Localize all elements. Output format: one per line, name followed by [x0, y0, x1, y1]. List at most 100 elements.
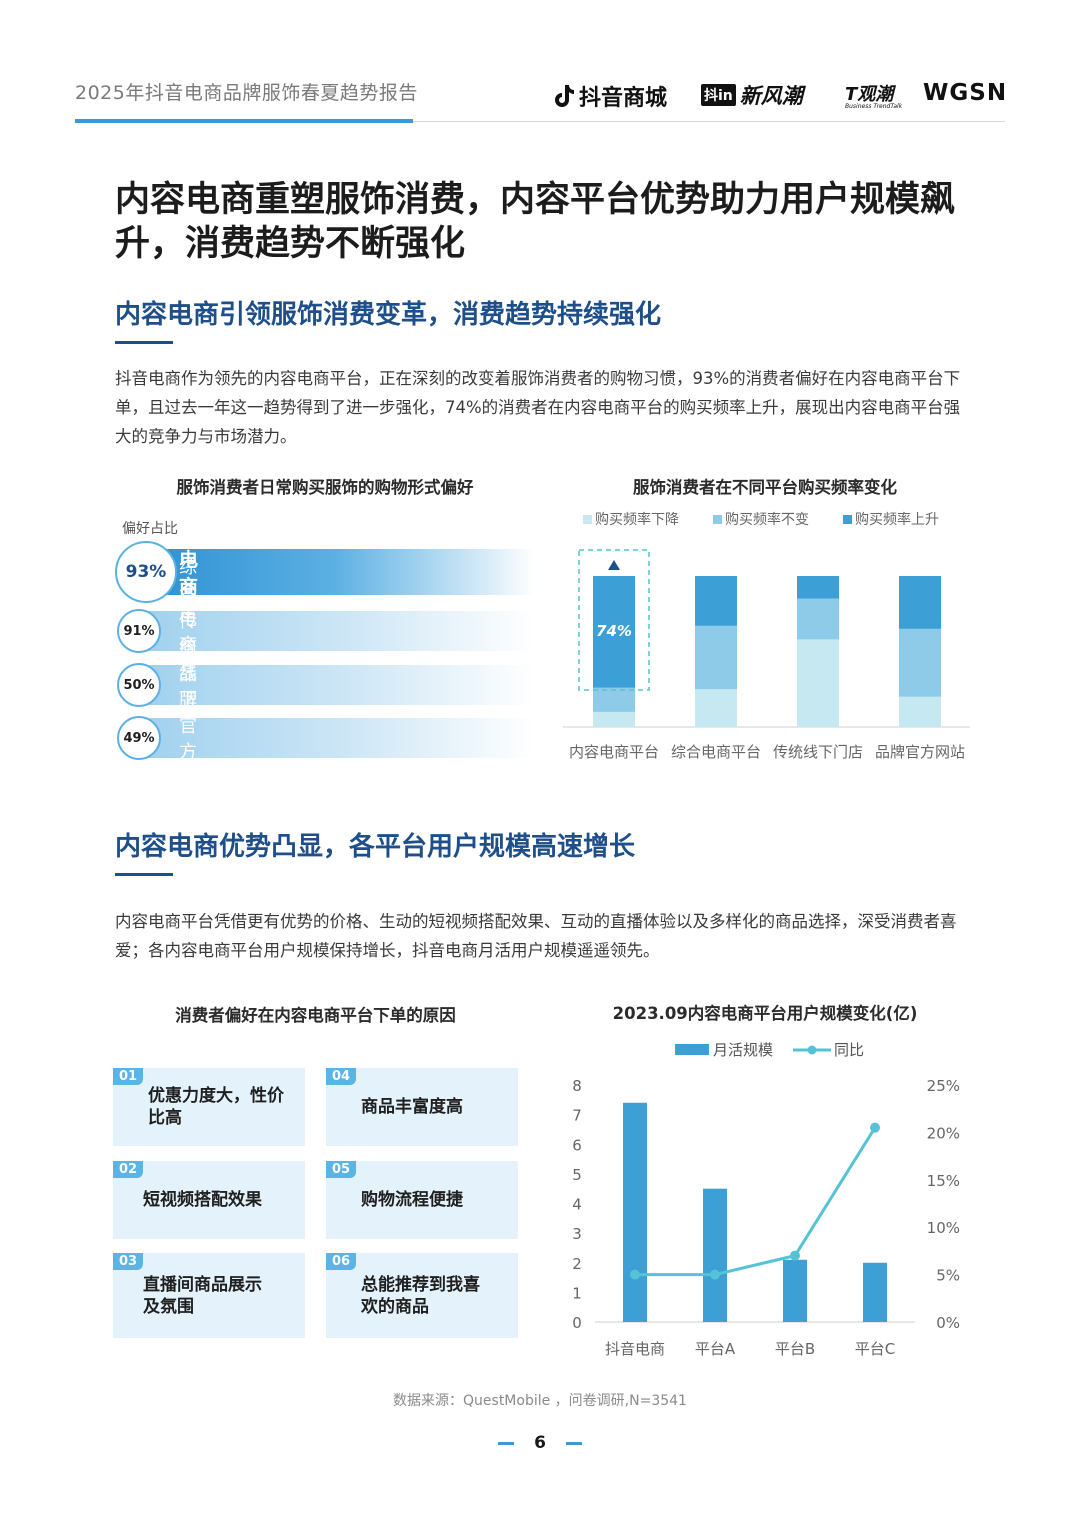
reason-card-05: 05 购物流程便捷	[326, 1161, 518, 1239]
pref-bar-2	[135, 611, 535, 651]
yoy-line	[635, 1126, 877, 1277]
legend-label-line: 同比	[834, 1041, 864, 1059]
header-divider	[75, 121, 1005, 122]
yoy-point-3	[790, 1250, 800, 1261]
reason-text: 直播间商品展示及氛围	[143, 1274, 262, 1317]
y-right-tick-5: 25%	[927, 1077, 960, 1095]
legend-swatch-2	[713, 515, 722, 524]
y-left-tick-3: 3	[572, 1225, 582, 1243]
legend-label-1: 购买频率下降	[595, 511, 679, 528]
reason-number: 04	[326, 1068, 357, 1085]
page-title: 内容电商重塑服饰消费，内容平台优势助力用户规模飙升，消费趋势不断强化	[115, 180, 956, 264]
highlight-box	[578, 549, 650, 691]
section2-paragraph: 内容电商平台凭借更有优势的价格、生动的短视频搭配效果、互动的直播体验以及多样化的…	[115, 912, 957, 960]
y-right-tick-1: 5%	[936, 1267, 960, 1285]
y-left-tick-4: 4	[572, 1196, 582, 1214]
y-left-tick-5: 5	[572, 1166, 582, 1184]
reason-number: 05	[326, 1161, 357, 1178]
bar-2-seg-2	[695, 625, 737, 690]
user-bar-2	[703, 1188, 727, 1322]
xinfengchao-logo: 抖in 新风潮	[701, 80, 803, 110]
legend-label-3: 购买频率上升	[855, 511, 939, 528]
legend-marker	[807, 1045, 817, 1055]
bar-4-seg-3	[899, 576, 941, 629]
legend-swatch-3	[843, 515, 852, 524]
reason-card-06: 06 总能推荐到我喜欢的商品	[326, 1253, 518, 1338]
bar-4-seg-2	[899, 628, 941, 697]
y-right-tick-4: 20%	[927, 1124, 960, 1142]
section1-title: 内容电商引领服饰消费变革，消费趋势持续强化	[115, 300, 662, 330]
pref-bar-4	[135, 718, 535, 758]
tguanchao-subtext: Business TrendTalk	[845, 103, 903, 110]
douyin-logo-text: 抖音商城	[579, 86, 668, 111]
chart2-title: 服饰消费者在不同平台购买频率变化	[633, 478, 897, 497]
x-tick-label-4: 平台C	[855, 1340, 895, 1358]
pref-value-4: 49%	[117, 716, 161, 760]
reason-text: 购物流程便捷	[361, 1190, 463, 1210]
y-left-tick-1: 1	[572, 1284, 582, 1302]
user-scale-combo-chart: 月活规模 同比 0 1 2 3 4 5 6 7 8 0% 5% 10% 15% 20% 25% 抖音电商 平台A 平台…	[572, 1041, 960, 1358]
douin-mark: 抖in	[701, 84, 736, 106]
yoy-point-1	[630, 1269, 640, 1280]
y-left-tick-7: 7	[572, 1107, 582, 1125]
bar-3-seg-3	[797, 576, 839, 599]
reasons-title: 消费者偏好在内容电商平台下单的原因	[175, 1006, 456, 1025]
pref-bar-1	[135, 549, 535, 595]
y-right-tick-3: 15%	[927, 1172, 960, 1190]
reason-number: 01	[113, 1068, 144, 1085]
x-tick-label-4: 品牌官方网站	[875, 743, 965, 761]
page-dash-right	[566, 1442, 582, 1445]
y-left-tick-0: 0	[572, 1314, 582, 1332]
y-left-tick-2: 2	[572, 1255, 582, 1273]
user-bar-1	[623, 1102, 647, 1322]
douyin-mall-logo: 抖音商城	[553, 80, 667, 112]
reason-text: 商品丰富度高	[361, 1097, 463, 1117]
reason-number: 02	[113, 1161, 144, 1178]
pref-value-2: 91%	[117, 609, 161, 653]
legend-swatch-1	[583, 515, 592, 524]
x-tick-label-3: 传统线下门店	[773, 743, 863, 761]
tguanchao-logo: T观潮 Business TrendTalk	[845, 80, 902, 110]
yoy-point-4	[870, 1122, 880, 1133]
reason-card-04: 04 商品丰富度高	[326, 1068, 518, 1146]
legend-swatch-bars	[675, 1044, 709, 1055]
bar-3-seg-1	[797, 639, 839, 727]
reason-text: 总能推荐到我喜欢的商品	[361, 1274, 480, 1317]
bar-1-seg-1	[593, 711, 635, 727]
xinfengchao-text: 新风潮	[739, 84, 803, 108]
bar-3-seg-2	[797, 598, 839, 640]
page-number: 6	[534, 1433, 546, 1453]
chart3-title: 2023.09内容电商平台用户规模变化(亿)	[612, 1004, 918, 1023]
data-source: 数据来源：QuestMobile ，问卷调研,N=3541	[393, 1393, 687, 1409]
section1-paragraph: 抖音电商作为领先的内容电商平台，正在深刻的改变着服饰消费者的购物习惯，93%的消…	[115, 369, 961, 446]
x-tick-label-1: 抖音电商	[605, 1340, 665, 1358]
legend-label-bars: 月活规模	[713, 1041, 773, 1059]
yoy-point-2	[710, 1269, 720, 1280]
bar-1-seg-2	[593, 687, 635, 712]
x-tick-label-1: 内容电商平台	[569, 743, 659, 761]
tguanchao-text: T观潮	[845, 84, 894, 105]
reason-number: 06	[326, 1253, 357, 1270]
legend-label-2: 购买频率不变	[725, 511, 809, 528]
y-right-tick-2: 10%	[927, 1219, 960, 1237]
reason-card-01: 01 优惠力度大，性价比高	[113, 1068, 305, 1146]
reason-text: 短视频搭配效果	[143, 1190, 262, 1210]
x-tick-label-2: 综合电商平台	[671, 743, 761, 761]
section2-underline	[115, 873, 173, 876]
user-bar-3	[783, 1259, 807, 1322]
pref-bar-3	[135, 665, 535, 705]
pref-value-3: 50%	[117, 663, 161, 707]
section2-title: 内容电商优势凸显，各平台用户规模高速增长	[115, 832, 636, 862]
rise-annotation: 74%	[596, 622, 632, 640]
reason-text: 优惠力度大，性价比高	[148, 1086, 284, 1128]
y-right-tick-0: 0%	[936, 1314, 960, 1332]
bar-1-seg-3	[593, 576, 635, 688]
tiktok-note-icon	[555, 85, 574, 107]
wgsn-logo: WGSN	[923, 80, 1008, 106]
section1-underline	[115, 341, 173, 344]
up-arrow-icon	[608, 560, 620, 570]
bar-2-seg-1	[695, 689, 737, 727]
bar-2-seg-3	[695, 576, 737, 626]
pref-value-1: 93%	[115, 541, 177, 603]
